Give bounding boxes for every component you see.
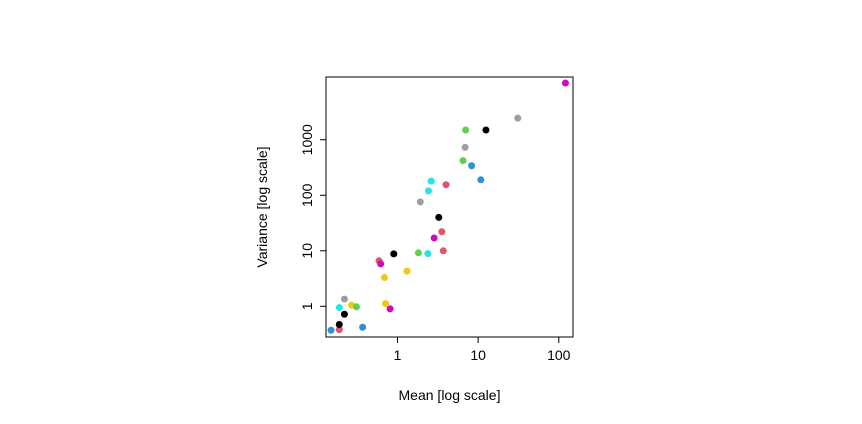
data-point-2 xyxy=(335,321,343,329)
y-tick-label-0: 1 xyxy=(299,302,315,310)
data-point-15 xyxy=(403,267,411,275)
data-point-12 xyxy=(381,300,389,308)
y-tick-label-3: 1000 xyxy=(299,124,315,155)
data-point-4 xyxy=(340,310,348,318)
x-tick-label-2: 100 xyxy=(547,347,571,363)
x-axis-label: Mean [log scale] xyxy=(399,387,501,403)
y-tick-label-1: 10 xyxy=(299,243,315,259)
data-point-32 xyxy=(514,114,522,122)
data-point-31 xyxy=(482,126,490,134)
data-point-22 xyxy=(435,213,443,221)
data-point-5 xyxy=(340,295,348,303)
data-point-27 xyxy=(461,143,469,151)
data-point-8 xyxy=(359,323,367,331)
data-point-21 xyxy=(430,234,438,242)
data-point-28 xyxy=(462,126,470,134)
data-point-11 xyxy=(380,274,388,282)
data-point-25 xyxy=(442,181,450,189)
plot-frame xyxy=(325,76,574,338)
data-point-14 xyxy=(390,250,398,258)
data-point-30 xyxy=(477,176,485,184)
data-point-3 xyxy=(335,304,343,312)
data-point-13 xyxy=(386,305,394,313)
data-points xyxy=(327,79,569,334)
x-axis-ticks: 1 10 100 xyxy=(394,337,571,363)
data-point-7 xyxy=(352,303,360,311)
y-axis-label: Variance [log scale] xyxy=(254,146,270,267)
data-point-24 xyxy=(439,247,447,255)
data-point-29 xyxy=(468,162,476,170)
data-point-23 xyxy=(438,228,446,236)
y-tick-label-2: 100 xyxy=(299,183,315,207)
data-point-33 xyxy=(561,79,569,87)
data-point-18 xyxy=(424,250,432,258)
x-tick-label-0: 1 xyxy=(394,347,402,363)
data-point-17 xyxy=(416,198,424,206)
data-point-16 xyxy=(414,249,422,257)
data-point-26 xyxy=(459,157,467,165)
y-axis-ticks: 1 10 100 1000 xyxy=(299,124,326,310)
data-point-19 xyxy=(424,187,432,195)
data-point-20 xyxy=(427,177,435,185)
data-point-1 xyxy=(335,326,343,334)
x-tick-label-1: 10 xyxy=(470,347,486,363)
data-point-0 xyxy=(327,326,335,334)
data-point-10 xyxy=(377,260,385,268)
